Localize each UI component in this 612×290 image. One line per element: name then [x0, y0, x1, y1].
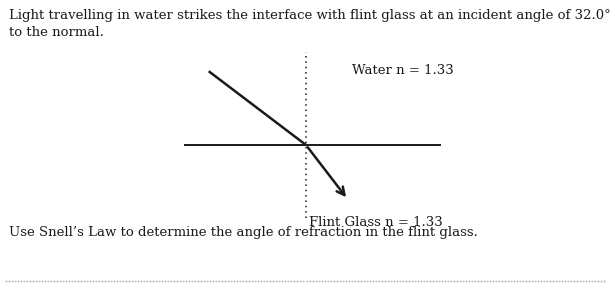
Text: Flint Glass n = 1.33: Flint Glass n = 1.33 [309, 216, 443, 229]
Text: Water n = 1.33: Water n = 1.33 [352, 64, 453, 77]
Text: Light travelling in water strikes the interface with flint glass at an incident : Light travelling in water strikes the in… [9, 9, 611, 39]
Text: Use Snell’s Law to determine the angle of refraction in the flint glass.: Use Snell’s Law to determine the angle o… [9, 226, 478, 239]
